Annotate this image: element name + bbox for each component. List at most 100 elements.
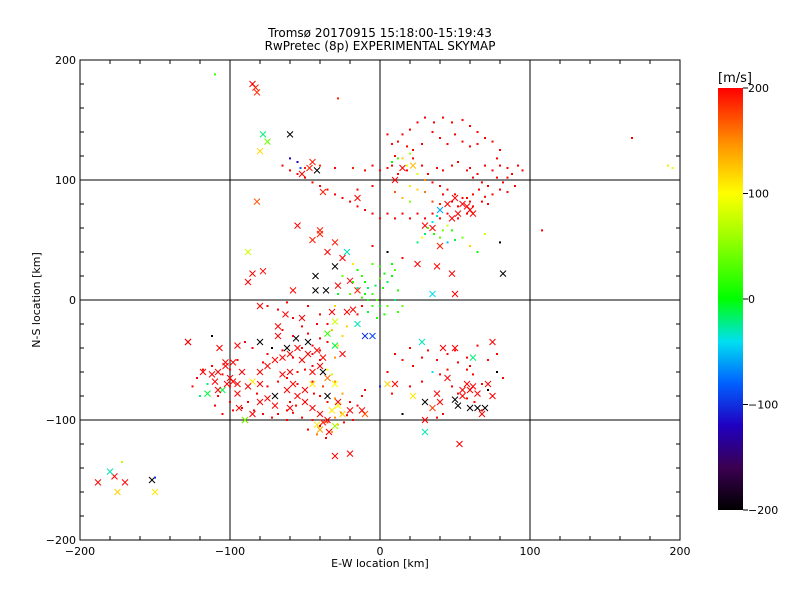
data-point-cross xyxy=(214,368,222,376)
data-point-dot xyxy=(319,425,321,427)
data-point-dot xyxy=(334,356,336,359)
data-point-dot xyxy=(433,121,435,124)
data-point-dot xyxy=(281,349,284,352)
data-point-cross xyxy=(289,380,297,388)
data-point-dot xyxy=(341,392,344,395)
data-point-dot xyxy=(281,329,284,331)
data-point-dot xyxy=(349,293,351,295)
data-point-dot xyxy=(424,233,426,235)
colorbar-tick-label: −100 xyxy=(748,399,778,412)
data-point-dot xyxy=(199,395,201,397)
data-point-dot xyxy=(311,419,314,421)
data-point-dot xyxy=(319,313,321,316)
data-point-dot xyxy=(496,157,498,160)
data-point-cross xyxy=(286,131,294,138)
x-axis-label: E-W location [km] xyxy=(331,557,429,570)
data-point-dot xyxy=(301,325,303,328)
data-point-dot xyxy=(491,169,494,172)
data-point-cross xyxy=(324,416,331,424)
data-point-cross xyxy=(252,84,259,91)
data-point-cross xyxy=(451,396,459,403)
data-point-cross xyxy=(316,410,324,418)
data-point-dot xyxy=(379,385,381,388)
data-point-cross xyxy=(384,380,391,388)
data-point-dot xyxy=(221,373,224,376)
data-point-cross xyxy=(463,380,471,388)
data-point-dot xyxy=(379,305,381,307)
data-point-dot xyxy=(271,347,273,349)
data-point-dot xyxy=(391,275,393,277)
data-point-cross xyxy=(229,378,237,385)
data-point-cross xyxy=(484,380,492,388)
y-tick-label: 100 xyxy=(55,174,76,187)
data-point-dot xyxy=(247,401,249,403)
data-point-dot xyxy=(476,344,479,347)
data-point-dot xyxy=(244,341,246,343)
data-point-cross xyxy=(354,287,361,294)
data-point-cross xyxy=(346,407,354,414)
data-point-dot xyxy=(451,385,453,388)
data-point-dot xyxy=(311,181,314,184)
data-point-dot xyxy=(319,185,321,187)
data-point-cross xyxy=(331,318,339,325)
data-point-cross xyxy=(421,398,429,406)
data-point-cross xyxy=(433,263,441,270)
data-point-dot xyxy=(409,385,411,388)
data-point-dot xyxy=(241,407,243,409)
data-point-cross xyxy=(448,270,456,277)
data-point-dot xyxy=(481,200,483,203)
data-point-cross xyxy=(324,374,331,382)
data-point-dot xyxy=(421,164,423,167)
data-point-cross xyxy=(271,392,279,400)
data-point-dot xyxy=(331,373,333,376)
data-point-cross xyxy=(309,158,316,166)
data-point-dot xyxy=(349,200,351,203)
data-point-dot xyxy=(394,269,396,271)
data-point-dot xyxy=(502,181,504,184)
data-point-cross xyxy=(474,390,481,397)
data-point-dot xyxy=(334,167,336,169)
data-point-dot xyxy=(457,205,459,208)
data-point-cross xyxy=(259,131,267,138)
data-point-dot xyxy=(326,323,329,325)
data-point-dot xyxy=(301,416,303,419)
colorbar xyxy=(718,88,743,510)
data-point-dot xyxy=(436,215,438,217)
data-point-dot xyxy=(256,392,258,395)
data-point-cross xyxy=(309,380,316,388)
data-point-cross xyxy=(313,167,321,174)
data-point-dot xyxy=(289,157,291,160)
data-point-dot xyxy=(251,83,254,85)
data-point-dot xyxy=(472,205,474,208)
data-point-dot xyxy=(431,221,434,223)
data-point-dot xyxy=(292,411,294,414)
data-point-dot xyxy=(229,385,231,388)
data-point-cross xyxy=(451,194,459,202)
data-point-cross xyxy=(421,416,429,424)
data-point-dot xyxy=(271,416,273,419)
grid-lines xyxy=(80,60,680,540)
data-point-cross xyxy=(312,287,319,294)
data-point-dot xyxy=(416,188,419,191)
data-point-cross xyxy=(264,138,271,145)
data-points xyxy=(94,73,674,496)
data-point-cross xyxy=(235,404,243,412)
data-point-cross xyxy=(466,404,474,412)
data-point-dot xyxy=(371,293,374,295)
data-point-dot xyxy=(397,157,399,160)
colorbar-label: [m/s] xyxy=(718,71,752,86)
data-point-cross xyxy=(121,479,129,486)
data-point-dot xyxy=(466,197,468,199)
data-point-cross xyxy=(279,371,286,378)
data-point-cross xyxy=(306,164,313,172)
data-point-cross xyxy=(439,344,447,352)
data-point-cross xyxy=(249,410,256,418)
data-point-dot xyxy=(277,380,279,383)
data-point-cross xyxy=(234,342,241,349)
data-point-dot xyxy=(439,137,441,139)
data-point-cross xyxy=(244,278,252,286)
data-point-dot xyxy=(424,116,426,119)
data-point-dot xyxy=(346,414,348,417)
data-point-dot xyxy=(473,401,476,403)
